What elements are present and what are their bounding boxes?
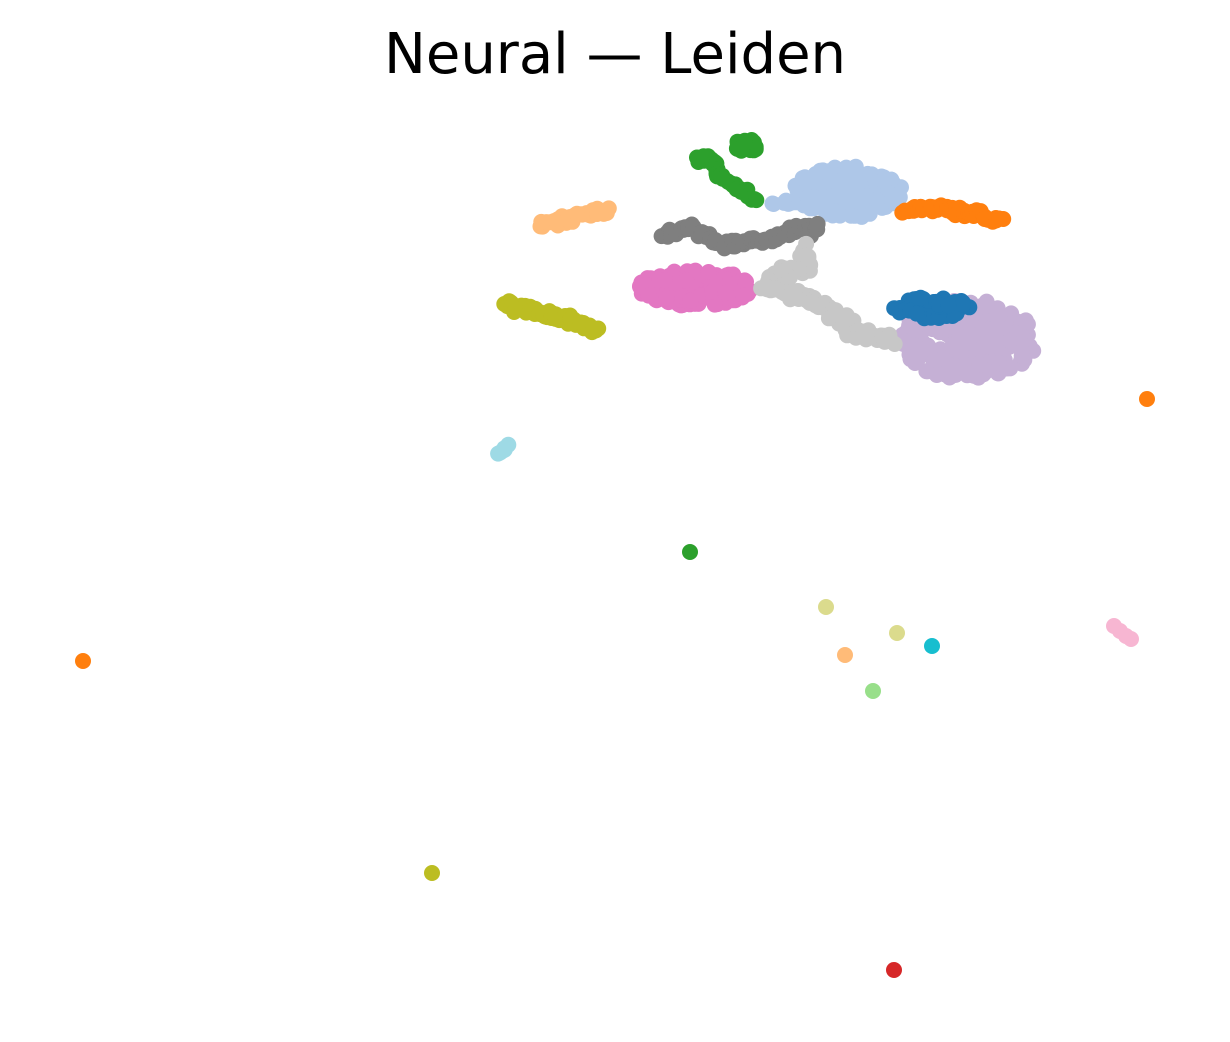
outlier-point (1123, 631, 1139, 647)
cluster-point (843, 207, 859, 224)
cluster-point (840, 185, 857, 202)
cluster-point (794, 170, 811, 187)
cluster-point (1017, 312, 1034, 329)
chart-title: Neural — Leiden (383, 22, 847, 87)
cluster-point (1001, 332, 1018, 349)
cluster-point (706, 296, 723, 313)
cluster-point (971, 356, 988, 373)
cluster-point (735, 287, 752, 304)
cluster-point (590, 320, 607, 337)
cluster-point (992, 320, 1009, 336)
outlier-point (886, 962, 902, 978)
cluster-point (823, 188, 839, 205)
cluster-point (682, 292, 699, 309)
cluster-point (886, 336, 903, 352)
cluster-point (940, 297, 957, 314)
cluster-point (500, 436, 517, 453)
cluster-point (640, 287, 657, 304)
outlier-point (818, 599, 834, 615)
cluster-point (939, 365, 955, 382)
outlier-point (889, 625, 905, 641)
cluster-point (836, 170, 853, 187)
cluster-point (809, 215, 826, 232)
outlier-point (424, 865, 440, 881)
cluster-point (935, 350, 951, 366)
cluster-point (917, 340, 934, 357)
cluster-point (1013, 347, 1030, 364)
cluster-point (861, 205, 878, 222)
cluster-point (951, 328, 968, 345)
outlier-point (682, 544, 698, 560)
cluster-point (678, 272, 695, 289)
cluster-point (908, 305, 925, 322)
cluster-point (858, 188, 875, 204)
outlier-point (837, 647, 853, 663)
cluster-point (904, 350, 921, 367)
cluster-point (807, 166, 824, 182)
cluster-point (656, 272, 673, 289)
outlier-point (1139, 391, 1155, 407)
cluster-point (717, 284, 734, 301)
cluster-point (911, 290, 928, 307)
scatter-marks (75, 132, 1155, 978)
cluster-point (658, 290, 675, 307)
outlier-point (865, 683, 881, 699)
cluster-point (978, 297, 995, 314)
cluster-point (738, 273, 754, 290)
cluster-point (998, 360, 1015, 377)
cluster-point (982, 338, 999, 355)
cluster-point (964, 327, 981, 344)
cluster-point (736, 134, 753, 151)
outlier-point (75, 653, 91, 669)
cluster-point (700, 264, 717, 280)
outlier-point (924, 638, 940, 654)
cluster-point (598, 205, 615, 221)
cluster-point (891, 189, 908, 206)
cluster-point (748, 192, 765, 209)
cluster-point (954, 296, 971, 313)
cluster-point (995, 211, 1012, 227)
